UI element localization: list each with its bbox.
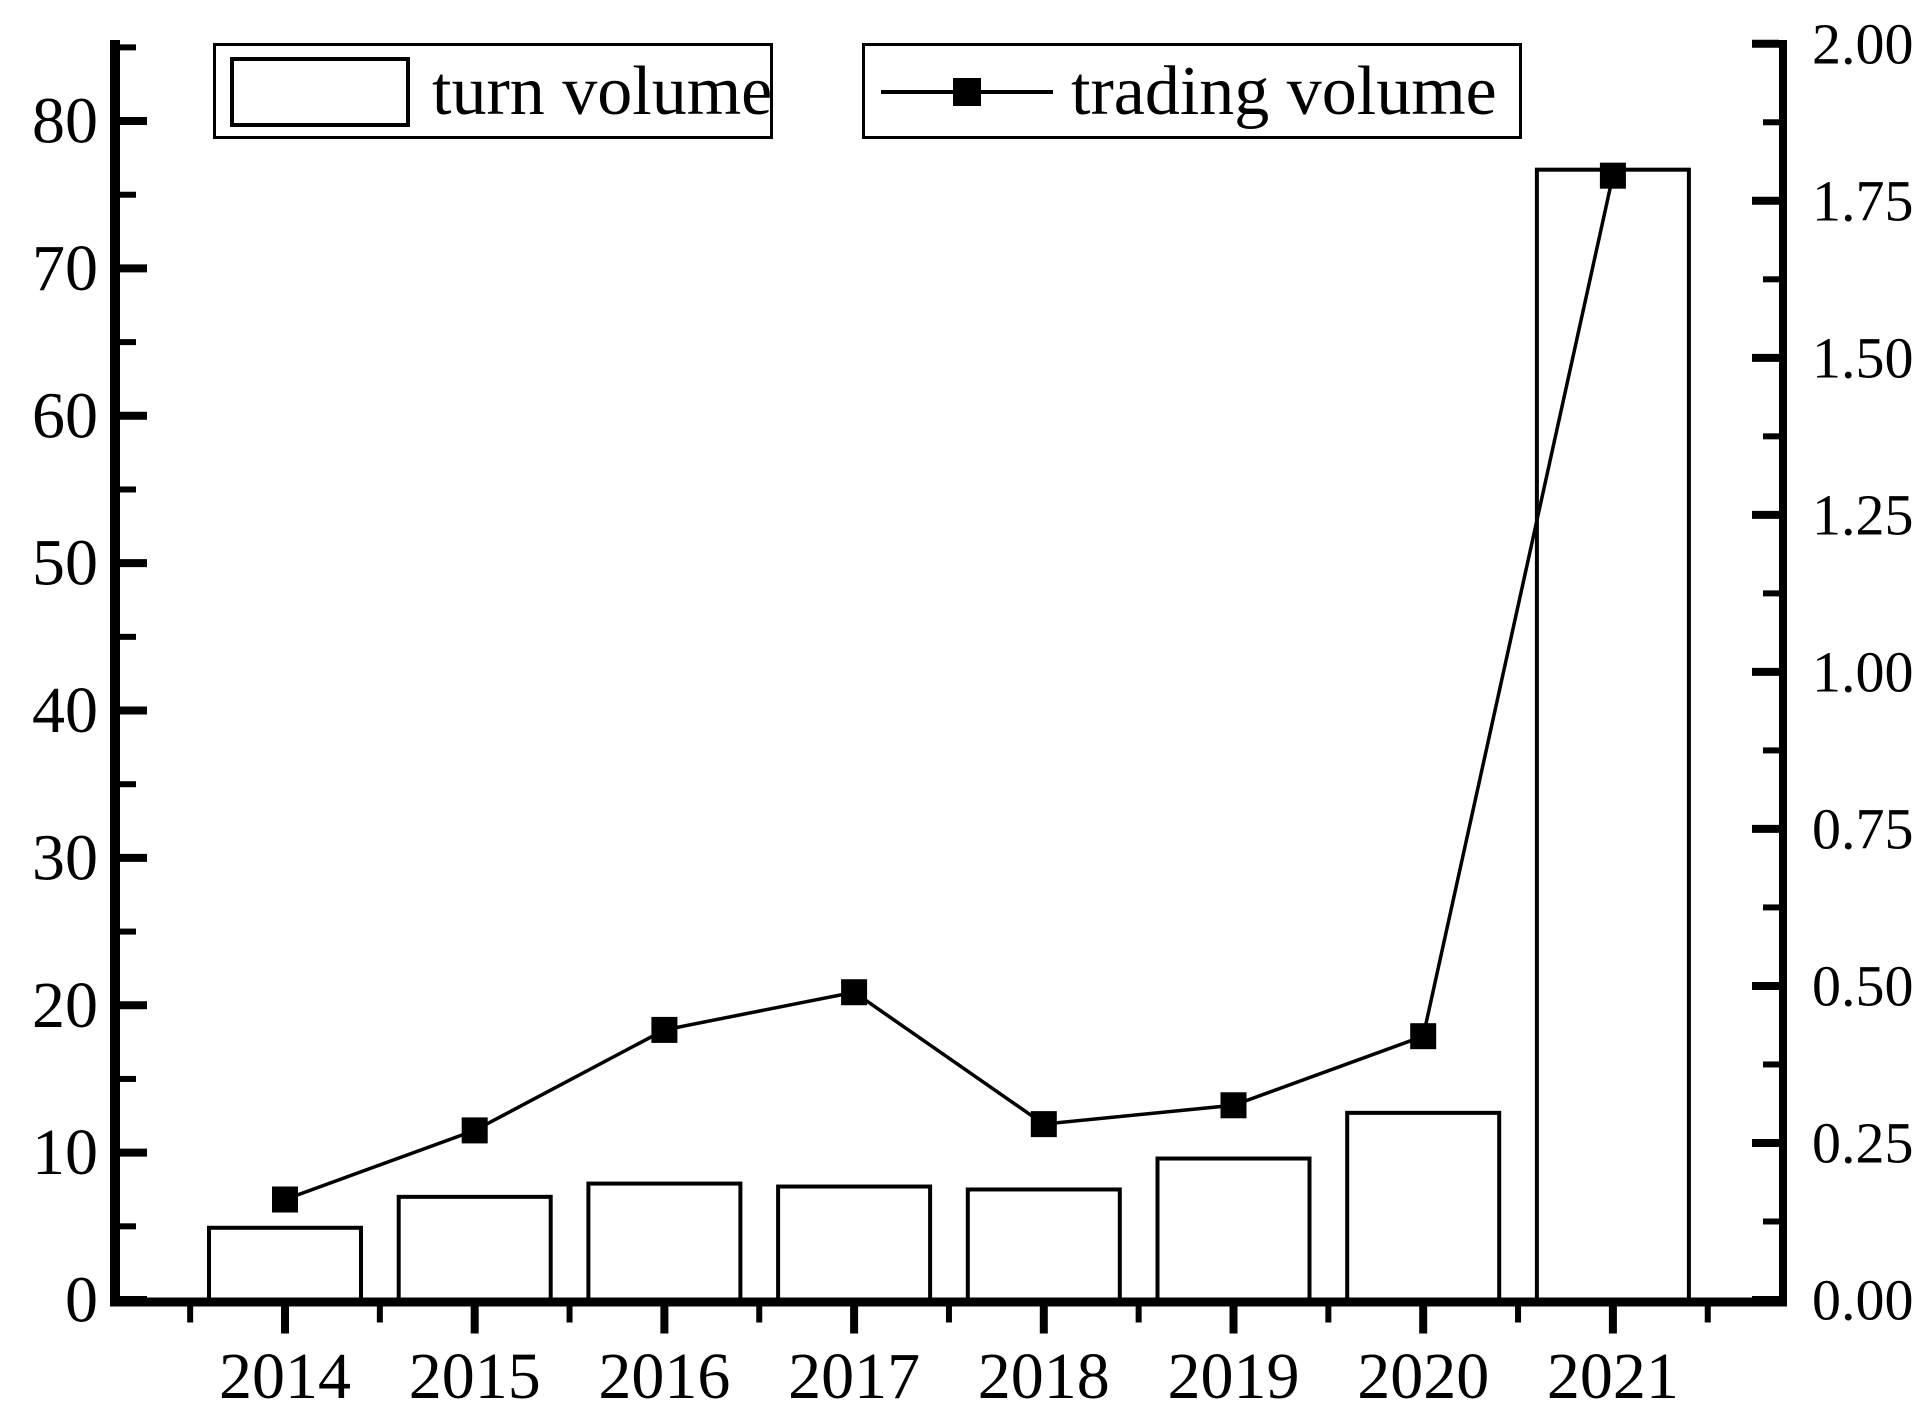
right-axis-label-0.25: 0.25 <box>1812 1110 1914 1175</box>
x-axis-label-2020: 2020 <box>1357 1340 1489 1413</box>
right-axis-label-1.75: 1.75 <box>1812 168 1914 233</box>
left-axis-label-20: 20 <box>32 969 98 1042</box>
right-axis-label-2: 2.00 <box>1812 11 1914 76</box>
left-axis-label-0: 0 <box>65 1264 98 1337</box>
right-axis-label-1.25: 1.25 <box>1812 482 1914 547</box>
right-axis-label-0.75: 0.75 <box>1812 796 1914 861</box>
x-axis-label-2015: 2015 <box>409 1340 541 1413</box>
data-marker-2020 <box>1410 1023 1437 1050</box>
right-axis-label-0: 0.00 <box>1812 1268 1914 1333</box>
bar-2015 <box>396 1194 553 1303</box>
bar-2018 <box>965 1187 1122 1302</box>
data-marker-2021 <box>1599 162 1626 189</box>
left-axis-label-60: 60 <box>32 379 98 452</box>
bar-2021 <box>1534 167 1691 1302</box>
bar-2014 <box>207 1225 363 1302</box>
data-marker-2017 <box>841 979 868 1006</box>
data-marker-2015 <box>461 1117 488 1144</box>
x-axis-label-2016: 2016 <box>598 1340 730 1413</box>
x-axis-label-2014: 2014 <box>219 1340 351 1413</box>
legend-box-turn-volume: turn volume <box>213 43 773 139</box>
left-axis-label-40: 40 <box>32 674 98 747</box>
left-axis-label-10: 10 <box>32 1116 98 1189</box>
square-marker-icon <box>953 78 981 106</box>
bar-2016 <box>586 1181 743 1303</box>
bar-2017 <box>776 1184 933 1303</box>
bar-2020 <box>1345 1110 1502 1303</box>
trading-volume-line <box>284 175 1615 1202</box>
x-axis-label-2017: 2017 <box>788 1340 920 1413</box>
legend-box-trading-volume: trading volume <box>862 43 1522 139</box>
left-axis-label-30: 30 <box>32 821 98 894</box>
right-axis-label-1: 1.00 <box>1812 639 1914 704</box>
data-marker-2014 <box>272 1186 298 1213</box>
data-marker-2018 <box>1030 1111 1057 1138</box>
legend-label-turn-volume: turn volume <box>432 53 773 130</box>
bar-swatch-icon <box>230 57 410 127</box>
legend-label-trading-volume: trading volume <box>1071 53 1497 130</box>
right-axis-label-0.5: 0.50 <box>1812 953 1914 1018</box>
left-axis-label-80: 80 <box>32 85 98 158</box>
x-axis-label-2018: 2018 <box>978 1340 1110 1413</box>
bar-2019 <box>1155 1156 1312 1303</box>
data-marker-2019 <box>1220 1092 1247 1119</box>
left-axis-label-50: 50 <box>32 527 98 600</box>
left-axis-label-70: 70 <box>32 232 98 305</box>
data-marker-2016 <box>651 1016 678 1043</box>
right-axis-label-1.5: 1.50 <box>1812 325 1914 390</box>
x-axis-label-2019: 2019 <box>1168 1340 1300 1413</box>
x-axis-label-2021: 2021 <box>1547 1340 1679 1413</box>
